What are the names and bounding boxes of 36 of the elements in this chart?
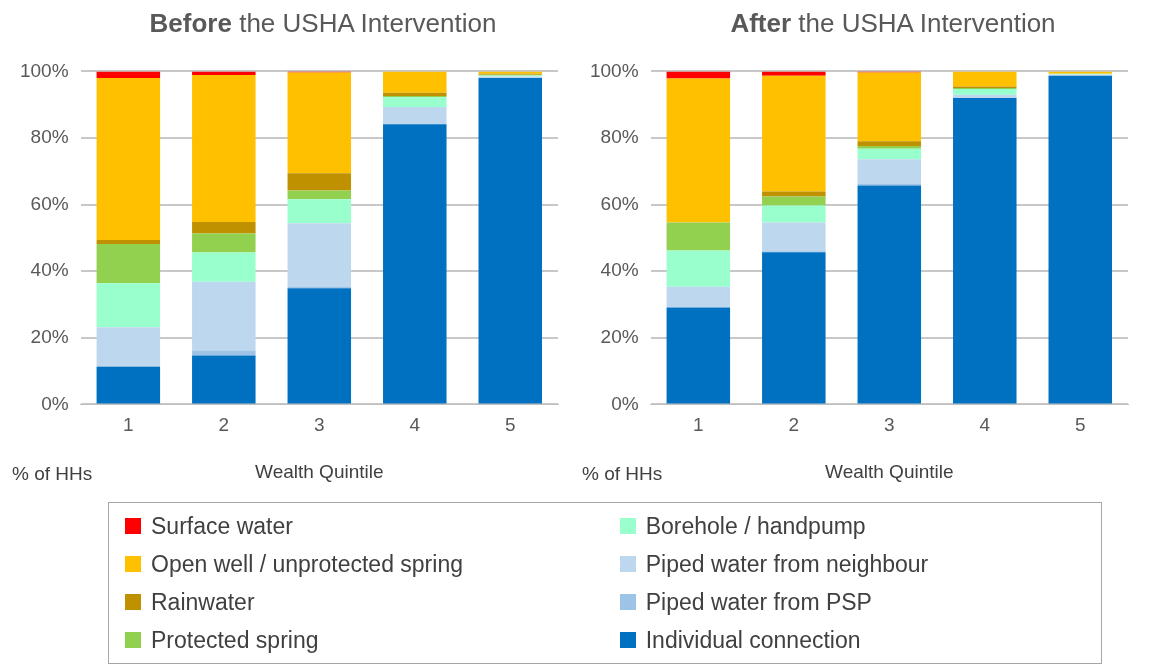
legend-label: Open well / unprotected spring bbox=[150, 549, 464, 579]
y-tick-label: 40% bbox=[600, 259, 639, 281]
legend-label: Borehole / handpump bbox=[644, 511, 867, 541]
y-tick-label: 20% bbox=[600, 326, 639, 348]
x-axis-title: Wealth Quintile bbox=[825, 460, 954, 482]
legend-label: Protected spring bbox=[150, 625, 320, 655]
x-tick-label: 5 bbox=[504, 414, 516, 436]
x-tick-label: 5 bbox=[1074, 414, 1086, 436]
y-tick-label: 60% bbox=[600, 192, 639, 214]
y-tick-label: 80% bbox=[600, 126, 639, 148]
legend-label: Individual connection bbox=[644, 625, 862, 655]
legend-label: Piped water from neighbour bbox=[644, 549, 930, 579]
chart-title: Before the USHA Intervention bbox=[148, 8, 498, 40]
y-tick-label: 0% bbox=[611, 392, 639, 414]
x-tick-label: 3 bbox=[314, 414, 325, 436]
y-tick-label: 20% bbox=[30, 326, 69, 348]
y-tick-label: 100% bbox=[589, 59, 639, 81]
legend-label: Rainwater bbox=[150, 587, 256, 617]
y-tick-label: 100% bbox=[19, 59, 69, 81]
y-axis-title: % of HHs bbox=[12, 463, 93, 485]
x-tick-label: 1 bbox=[123, 414, 134, 436]
y-tick-label: 40% bbox=[30, 259, 69, 281]
legend-label: Surface water bbox=[150, 511, 294, 541]
x-tick-label: 4 bbox=[409, 414, 421, 436]
legend-label: Piped water from PSP bbox=[644, 587, 873, 617]
chart-title: After the USHA Intervention bbox=[729, 8, 1057, 40]
y-tick-label: 80% bbox=[30, 126, 69, 148]
x-tick-label: 1 bbox=[693, 414, 704, 436]
x-tick-label: 4 bbox=[979, 414, 991, 436]
y-tick-label: 60% bbox=[30, 192, 69, 214]
y-axis-title: % of HHs bbox=[582, 463, 663, 485]
y-tick-label: 0% bbox=[41, 392, 69, 414]
x-axis-title: Wealth Quintile bbox=[255, 460, 384, 482]
x-tick-label: 3 bbox=[884, 414, 895, 436]
x-tick-label: 2 bbox=[218, 414, 230, 436]
x-tick-label: 2 bbox=[788, 414, 800, 436]
